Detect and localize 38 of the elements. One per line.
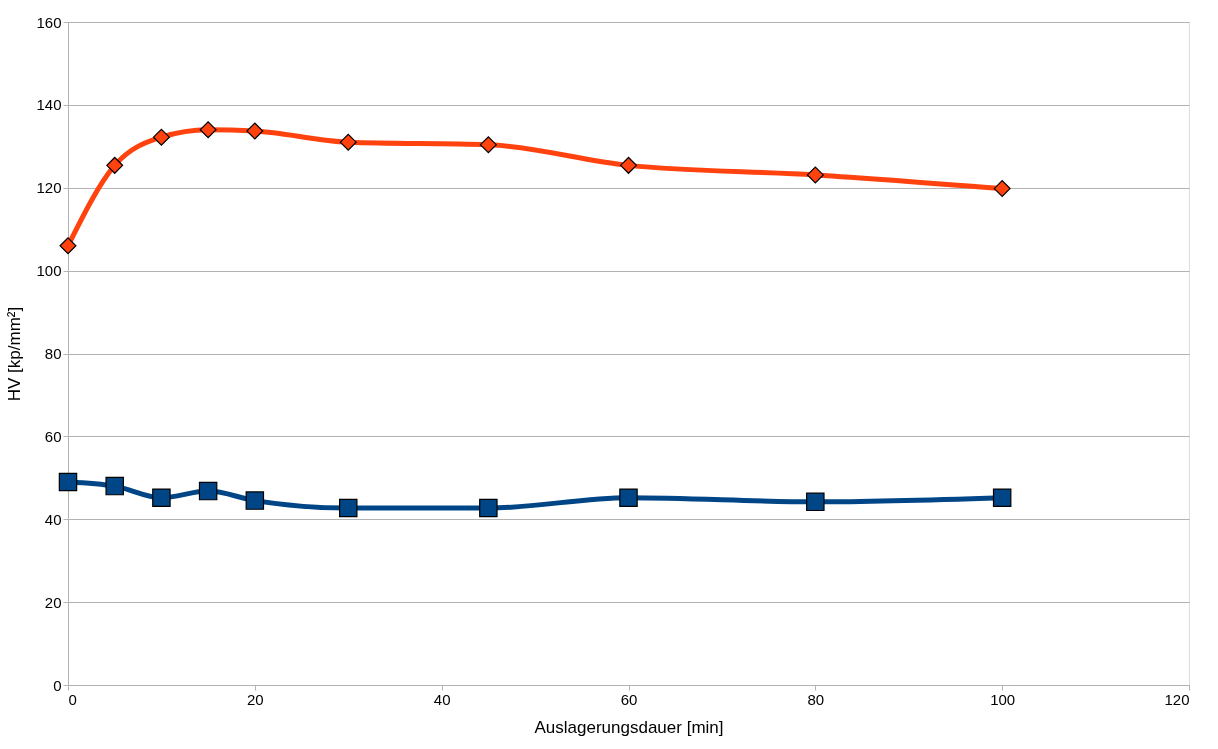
point xyxy=(198,481,218,501)
x-tick-label: 80 xyxy=(807,690,825,708)
point xyxy=(245,491,265,510)
y-tick-label: 140 xyxy=(36,96,62,114)
point xyxy=(479,498,498,518)
y-tick-label: 120 xyxy=(36,179,62,197)
point xyxy=(199,121,217,139)
point xyxy=(152,128,170,146)
point xyxy=(152,488,171,507)
x-tick-label: 60 xyxy=(620,690,638,708)
point xyxy=(619,488,638,507)
point xyxy=(806,166,824,184)
y-tick-label: 100 xyxy=(36,262,62,280)
point xyxy=(338,498,358,518)
x-tick-label: 0 xyxy=(68,690,77,708)
y-tick-label: 40 xyxy=(44,510,62,528)
x-tick-label: 40 xyxy=(433,690,451,708)
point xyxy=(246,122,264,140)
x-tick-label: 20 xyxy=(246,690,264,708)
point xyxy=(992,488,1012,507)
x-tick-label: 120 xyxy=(1164,690,1190,708)
x-axis-title: Auslagerungsdauer [min] xyxy=(534,717,724,737)
point xyxy=(339,133,357,151)
point xyxy=(59,237,77,255)
y-tick-label: 0 xyxy=(53,676,62,694)
y-tick-label: 80 xyxy=(44,345,62,362)
point xyxy=(993,180,1011,198)
x-tick-label: 100 xyxy=(990,690,1016,708)
point xyxy=(479,136,497,154)
point xyxy=(806,492,825,512)
point xyxy=(106,156,124,174)
y-tick-label: 20 xyxy=(44,593,62,611)
point xyxy=(105,476,124,496)
point xyxy=(619,156,638,174)
y-tick-label: 60 xyxy=(44,427,62,445)
y-tick-label: 160 xyxy=(36,13,62,31)
y-axis-title: HV [kp/mm²] xyxy=(5,306,25,402)
point xyxy=(58,472,78,492)
